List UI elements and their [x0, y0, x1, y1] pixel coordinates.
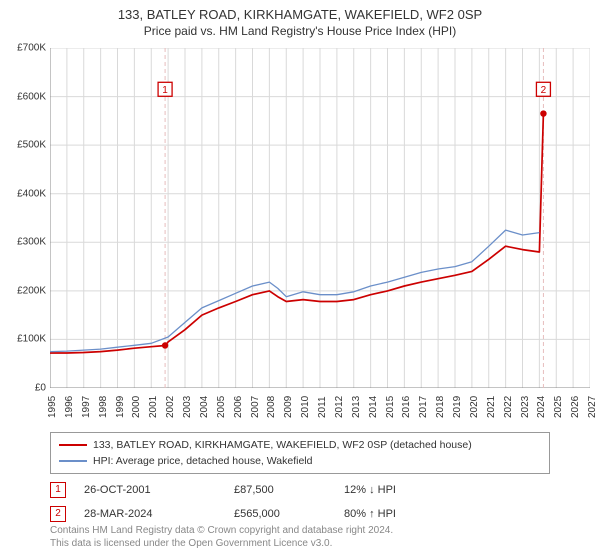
x-tick-label: 2012 — [334, 396, 345, 418]
x-axis: 1995 1996 1997 1998 1999 2000 2001 2002 2003 2004… — [50, 388, 590, 428]
y-axis: £0£100K£200K£300K£400K£500K£600K£700K — [0, 48, 50, 388]
x-tick-label: 2007 — [250, 396, 261, 418]
marker-id-box: 2 — [50, 506, 66, 522]
x-tick-label: 2027 — [587, 396, 598, 418]
x-tick-label: 2018 — [435, 396, 446, 418]
footer-line2: This data is licensed under the Open Gov… — [50, 537, 393, 550]
x-tick-label: 2008 — [266, 396, 277, 418]
x-tick-label: 2014 — [368, 396, 379, 418]
y-tick-label: £0 — [35, 383, 46, 394]
marker-price: £87,500 — [234, 484, 344, 496]
y-tick-label: £500K — [17, 140, 46, 151]
x-tick-label: 2011 — [317, 396, 328, 418]
x-tick-label: 2021 — [486, 396, 497, 418]
x-tick-label: 1996 — [64, 396, 75, 418]
marker-pct: 12% ↓ HPI — [344, 484, 464, 496]
marker-date: 26-OCT-2001 — [84, 484, 234, 496]
y-tick-label: £100K — [17, 334, 46, 345]
x-tick-label: 2004 — [199, 396, 210, 418]
marker-price: £565,000 — [234, 508, 344, 520]
legend: 133, BATLEY ROAD, KIRKHAMGATE, WAKEFIELD… — [50, 432, 550, 474]
x-tick-label: 2009 — [283, 396, 294, 418]
legend-label: 133, BATLEY ROAD, KIRKHAMGATE, WAKEFIELD… — [93, 439, 472, 451]
plot-area: 12 — [50, 48, 590, 388]
x-tick-label: 2023 — [520, 396, 531, 418]
y-tick-label: £300K — [17, 237, 46, 248]
x-tick-label: 2005 — [216, 396, 227, 418]
x-tick-label: 2015 — [385, 396, 396, 418]
marker-date: 28-MAR-2024 — [84, 508, 234, 520]
svg-text:1: 1 — [162, 85, 168, 96]
marker-table: 1 26-OCT-2001£87,50012% ↓ HPI 2 28-MAR-2024… — [50, 478, 550, 526]
x-tick-label: 2003 — [182, 396, 193, 418]
x-tick-label: 1999 — [115, 396, 126, 418]
x-tick-label: 2002 — [165, 396, 176, 418]
x-tick-label: 2013 — [351, 396, 362, 418]
x-tick-label: 2006 — [233, 396, 244, 418]
x-tick-label: 2010 — [300, 396, 311, 418]
chart-svg: 12 — [50, 48, 590, 388]
marker-table-row: 1 26-OCT-2001£87,50012% ↓ HPI — [50, 478, 550, 502]
x-tick-label: 2025 — [553, 396, 564, 418]
x-tick-label: 1997 — [81, 396, 92, 418]
x-tick-label: 2022 — [503, 396, 514, 418]
x-tick-label: 2001 — [148, 396, 159, 418]
legend-item: 133, BATLEY ROAD, KIRKHAMGATE, WAKEFIELD… — [59, 437, 541, 453]
chart-container: 133, BATLEY ROAD, KIRKHAMGATE, WAKEFIELD… — [0, 0, 600, 560]
marker-pct: 80% ↑ HPI — [344, 508, 464, 520]
x-tick-label: 2019 — [452, 396, 463, 418]
marker-id-box: 1 — [50, 482, 66, 498]
y-tick-label: £600K — [17, 91, 46, 102]
footer-line1: Contains HM Land Registry data © Crown c… — [50, 524, 393, 537]
x-tick-label: 1998 — [98, 396, 109, 418]
y-tick-label: £700K — [17, 43, 46, 54]
svg-text:2: 2 — [541, 85, 547, 96]
marker-table-row: 2 28-MAR-2024£565,00080% ↑ HPI — [50, 502, 550, 526]
chart-title: 133, BATLEY ROAD, KIRKHAMGATE, WAKEFIELD… — [0, 0, 600, 24]
chart-subtitle: Price paid vs. HM Land Registry's House … — [0, 24, 600, 42]
legend-swatch — [59, 444, 87, 446]
x-tick-label: 2020 — [469, 396, 480, 418]
x-tick-label: 2000 — [131, 396, 142, 418]
legend-swatch — [59, 460, 87, 462]
footer: Contains HM Land Registry data © Crown c… — [50, 524, 393, 550]
legend-item: HPI: Average price, detached house, Wake… — [59, 453, 541, 469]
x-tick-label: 1995 — [47, 396, 58, 418]
y-tick-label: £400K — [17, 188, 46, 199]
x-tick-label: 2017 — [418, 396, 429, 418]
x-tick-label: 2016 — [401, 396, 412, 418]
x-tick-label: 2026 — [570, 396, 581, 418]
y-tick-label: £200K — [17, 285, 46, 296]
x-tick-label: 2024 — [536, 396, 547, 418]
legend-label: HPI: Average price, detached house, Wake… — [93, 455, 312, 467]
